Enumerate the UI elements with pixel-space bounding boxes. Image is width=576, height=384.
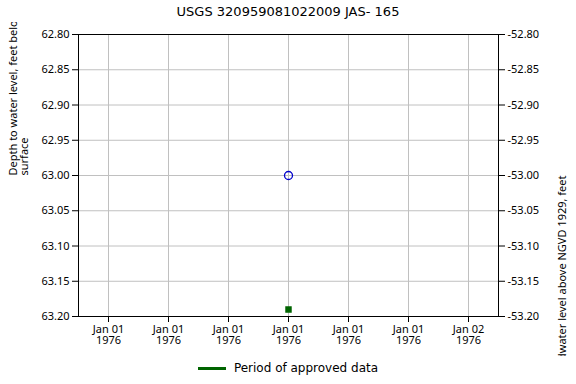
- svg-text:62.80: 62.80: [41, 26, 69, 41]
- svg-text:Jan 011976: Jan 011976: [92, 321, 124, 347]
- svg-text:63.05: 63.05: [41, 202, 69, 217]
- svg-text:62.85: 62.85: [41, 61, 69, 76]
- svg-text:-52.85: -52.85: [508, 61, 540, 76]
- svg-text:62.95: 62.95: [41, 132, 69, 147]
- svg-text:Jan 011976: Jan 011976: [392, 321, 424, 347]
- svg-text:-53.15: -53.15: [508, 273, 540, 288]
- svg-text:-52.90: -52.90: [508, 97, 540, 112]
- svg-text:-52.95: -52.95: [508, 132, 540, 147]
- svg-text:Groundwater level above NGVD 1: Groundwater level above NGVD 1929, feet: [554, 175, 569, 356]
- html-text:USGS 320959081022009 JAS- 165: USGS 320959081022009 JAS- 165: [176, 4, 400, 19]
- svg-text:-53.10: -53.10: [508, 238, 540, 253]
- svg-text:Jan 011976: Jan 011976: [152, 321, 184, 347]
- svg-text:-52.80: -52.80: [508, 26, 540, 41]
- svg-text:62.90: 62.90: [41, 97, 69, 112]
- svg-text:63.15: 63.15: [41, 273, 69, 288]
- svg-text:63.10: 63.10: [41, 238, 69, 253]
- html-text:Period of approved data: Period of approved data: [233, 361, 379, 375]
- svg-text:Jan 011976: Jan 011976: [212, 321, 244, 347]
- svg-text:Depth to water level, feet bel: Depth to water level, feet below landsur…: [5, 22, 31, 176]
- svg-text:Jan 021976: Jan 021976: [452, 321, 484, 347]
- svg-text:Jan 011976: Jan 011976: [272, 321, 304, 347]
- svg-text:63.00: 63.00: [41, 167, 69, 182]
- svg-text:-53.20: -53.20: [508, 308, 540, 323]
- svg-text:Jan 011976: Jan 011976: [332, 321, 364, 347]
- svg-text:-53.00: -53.00: [508, 167, 540, 182]
- svg-text:-53.05: -53.05: [508, 202, 540, 217]
- svg-text:63.20: 63.20: [41, 308, 69, 323]
